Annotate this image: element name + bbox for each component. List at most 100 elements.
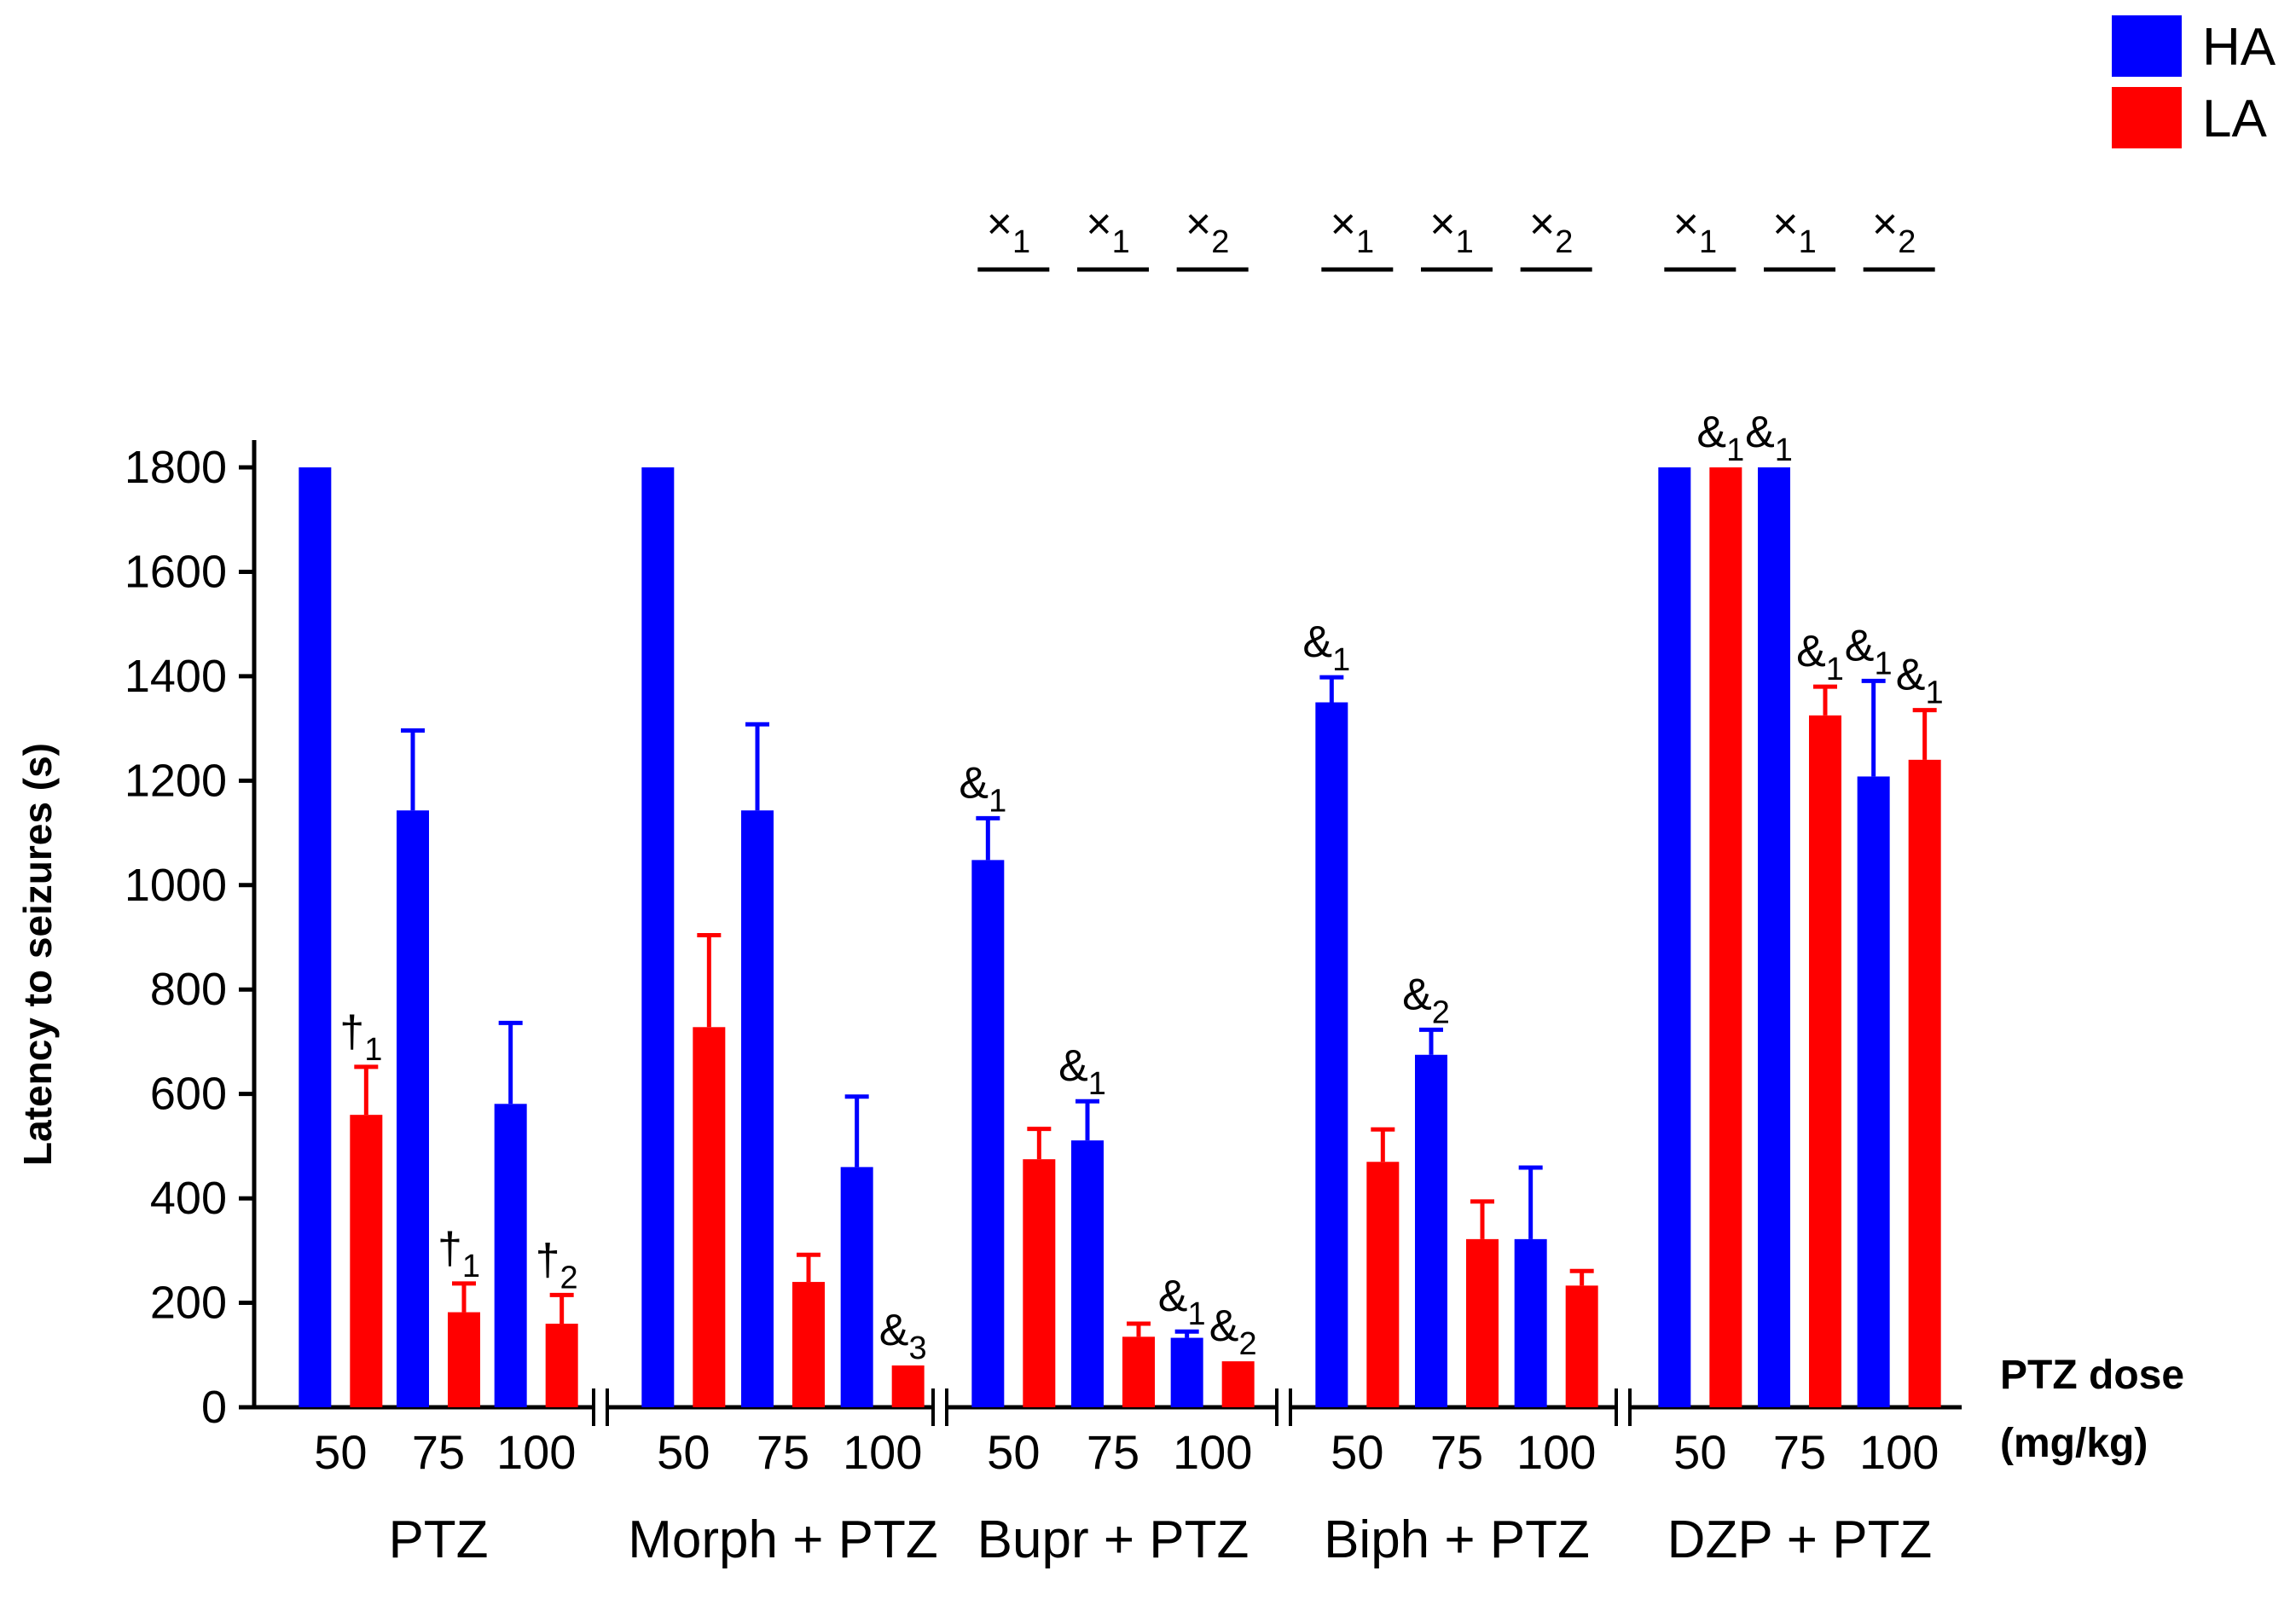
bar-ha	[1415, 1054, 1447, 1407]
legend: HA LA	[2112, 15, 2276, 148]
significance-annotation: &1	[959, 758, 1006, 819]
dose-label: 50	[987, 1425, 1040, 1479]
dose-label: 75	[1430, 1425, 1483, 1479]
significance-annotation: &1	[1058, 1041, 1106, 1102]
comparison-mark: ×1	[1086, 200, 1130, 260]
dose-label: 100	[1173, 1425, 1252, 1479]
bar-la	[448, 1312, 480, 1407]
significance-annotation: &1	[1896, 651, 1944, 711]
comparison-mark: ×2	[1529, 200, 1574, 260]
bar-ha	[1071, 1140, 1104, 1407]
bar-la	[1809, 715, 1841, 1407]
bar-la	[1466, 1238, 1499, 1407]
bar-ha	[641, 467, 675, 1407]
significance-annotation: †1	[339, 1007, 382, 1068]
dose-label: 100	[843, 1425, 922, 1479]
y-tick-label: 600	[150, 1069, 227, 1120]
x-axis-title-line2: (mg/kg)	[2000, 1421, 2148, 1466]
legend-swatch-ha	[2112, 15, 2182, 77]
y-tick-label: 800	[150, 964, 227, 1015]
y-tick-label: 0	[201, 1382, 227, 1433]
dose-label: 100	[1516, 1425, 1596, 1479]
y-tick-label: 1400	[125, 651, 227, 702]
bar-la	[1565, 1285, 1598, 1407]
axis-break-gap	[593, 1388, 608, 1426]
significance-annotation: &1	[1302, 617, 1350, 678]
bar-ha	[1170, 1337, 1203, 1407]
bar-ha	[971, 860, 1005, 1407]
dose-label: 50	[657, 1425, 710, 1479]
y-tick-label: 1600	[125, 546, 227, 597]
bar-la	[1366, 1162, 1400, 1407]
comparison-mark: ×2	[1872, 200, 1916, 260]
dose-label: 75	[757, 1425, 809, 1479]
dose-label: 75	[412, 1425, 465, 1479]
bar-ha	[494, 1104, 527, 1407]
bar-ha	[299, 467, 332, 1407]
bar-la	[792, 1282, 825, 1407]
bar-la	[693, 1027, 726, 1407]
y-tick-label: 1000	[125, 860, 227, 911]
dose-label: 50	[1331, 1425, 1383, 1479]
bar-la	[1908, 759, 1941, 1407]
bar-ha	[741, 810, 774, 1407]
dose-label: 100	[1859, 1425, 1939, 1479]
axis-break-gap	[1276, 1388, 1291, 1426]
x-axis-title-line1: PTZ dose	[2000, 1353, 2184, 1398]
bar-la	[545, 1324, 578, 1407]
dose-label: 50	[314, 1425, 367, 1479]
significance-annotation: &1	[1158, 1272, 1206, 1332]
y-tick-label: 1800	[125, 442, 227, 493]
legend-swatch-la	[2112, 87, 2182, 148]
significance-annotation: &1	[1696, 408, 1744, 468]
legend-label-la: LA	[2202, 90, 2267, 148]
group-label: Morph + PTZ	[628, 1510, 938, 1569]
dose-label: 50	[1673, 1425, 1726, 1479]
bar-la	[350, 1115, 383, 1407]
significance-annotation: &2	[1209, 1301, 1257, 1362]
comparison-mark: ×1	[1673, 200, 1718, 260]
bar-ha	[1658, 467, 1691, 1407]
bar-ha	[1315, 702, 1348, 1407]
group-label: PTZ	[388, 1510, 488, 1569]
significance-annotation: &1	[1845, 621, 1893, 681]
bar-ha	[397, 810, 429, 1407]
bar-ha	[1857, 776, 1890, 1407]
group-label: DZP + PTZ	[1667, 1510, 1933, 1569]
comparison-mark: ×1	[1429, 200, 1474, 260]
group-label: Bupr + PTZ	[977, 1510, 1249, 1569]
axes: 0 200 400 600 800 1000 1200 1400 1600 1800 Latency…	[15, 440, 1962, 1433]
axis-break-gap	[932, 1388, 948, 1426]
dose-label: 100	[496, 1425, 576, 1479]
y-tick-label: 400	[150, 1173, 227, 1224]
comparison-mark: ×1	[1331, 200, 1375, 260]
significance-annotation: †2	[536, 1235, 578, 1296]
bar-la	[1122, 1336, 1155, 1407]
legend-label-ha: HA	[2202, 18, 2276, 77]
y-axis-title: Latency to seizures (s)	[15, 743, 60, 1166]
bar-ha	[1758, 467, 1790, 1407]
dose-label: 75	[1773, 1425, 1826, 1479]
comparison-mark: ×1	[987, 200, 1031, 260]
group-label: Biph + PTZ	[1324, 1510, 1590, 1569]
bar-ha	[840, 1167, 873, 1407]
y-tick-label: 200	[150, 1278, 227, 1329]
comparison-mark: ×2	[1186, 200, 1230, 260]
significance-annotation: &2	[1402, 970, 1450, 1030]
significance-annotation: †1	[438, 1224, 480, 1284]
bar-ha	[1514, 1238, 1547, 1407]
significance-annotation: &1	[1745, 408, 1793, 468]
significance-annotation: &3	[879, 1306, 927, 1366]
axis-break-gap	[1615, 1388, 1631, 1426]
bar-la	[1221, 1361, 1255, 1407]
bar-la	[1709, 467, 1742, 1407]
significance-annotation: &1	[1796, 627, 1844, 687]
dose-label: 75	[1087, 1425, 1139, 1479]
y-tick-label: 1200	[125, 755, 227, 806]
bars	[299, 467, 1941, 1407]
comparison-mark: ×1	[1772, 200, 1817, 260]
bar-la	[891, 1365, 925, 1407]
bar-la	[1023, 1159, 1056, 1407]
